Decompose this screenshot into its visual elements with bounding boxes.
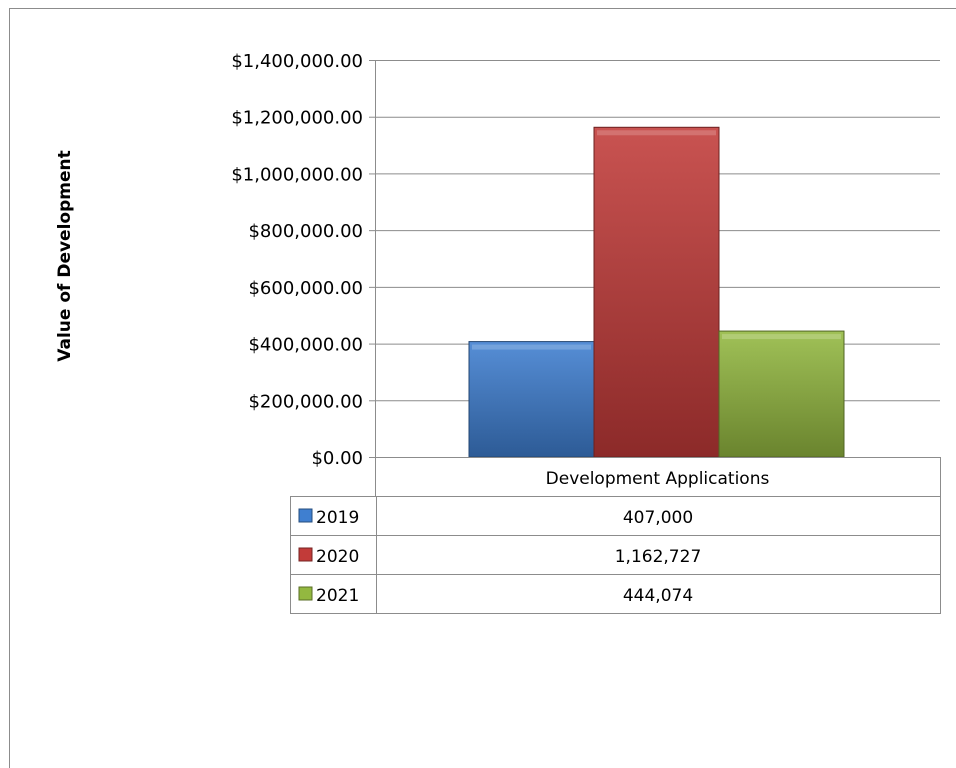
bar-2021 <box>718 330 845 458</box>
legend-key-2021 <box>298 586 313 601</box>
data-label-2020: 1,162,727 <box>615 547 702 567</box>
y-tick-label: $800,000.00 <box>248 221 363 242</box>
bars <box>468 126 845 458</box>
data-label-2019: 407,000 <box>623 508 693 528</box>
y-tick-label: $1,400,000.00 <box>231 51 363 72</box>
table-row-value-cell <box>376 574 941 614</box>
y-tick-label: $600,000.00 <box>248 278 363 299</box>
legend-label-2021: 2021 <box>316 586 359 606</box>
y-tick-label: $200,000.00 <box>248 391 363 412</box>
bar-highlight <box>722 334 841 340</box>
chart-frame <box>9 8 956 768</box>
y-tick-label: $0.00 <box>311 448 363 469</box>
bar-highlight <box>472 344 591 350</box>
y-axis-ticks: $0.00 $200,000.00 $400,000.00 $600,000.00 $8… <box>231 51 376 469</box>
legend-key-2019 <box>298 508 313 523</box>
bar-2019 <box>468 341 595 458</box>
legend-key-2020 <box>298 547 313 562</box>
legend-label-2020: 2020 <box>316 547 359 567</box>
category-label: Development Applications <box>546 469 770 489</box>
y-tick-label: $1,000,000.00 <box>231 164 363 185</box>
data-table: Development Applications 2019 407,000 2020 1… <box>290 457 941 614</box>
legend-label-2019: 2019 <box>316 508 359 528</box>
data-label-2021: 444,074 <box>623 586 693 606</box>
bar-highlight <box>597 130 716 136</box>
y-tick-label: $400,000.00 <box>248 335 363 356</box>
y-axis-label: Value of Development <box>55 150 75 361</box>
y-tick-label: $1,200,000.00 <box>231 108 363 129</box>
bar-2020 <box>593 126 720 458</box>
